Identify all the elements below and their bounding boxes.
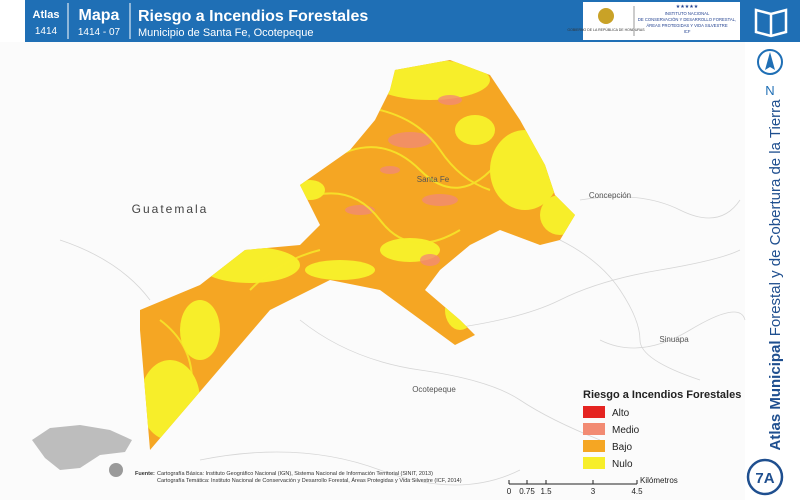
- legend-swatch: [583, 457, 605, 469]
- logo-text: ICF: [684, 29, 691, 34]
- map-label: Mapa: [79, 7, 120, 24]
- source: Fuente: Cartografía Básica: Instituto Geo…: [135, 471, 462, 484]
- scale-unit: Kilómetros: [640, 476, 678, 485]
- scale-bar: 0 0.75 1.5 3 4.5 Kilómetros: [507, 476, 678, 496]
- map-number: 1414 - 07: [78, 27, 121, 38]
- north-arrow-needle: [765, 52, 775, 70]
- place-label: Concepción: [589, 191, 631, 200]
- place-label: Ocotepeque: [412, 385, 456, 394]
- place-label: Sinuapa: [659, 335, 689, 344]
- logo-emblem: [598, 8, 614, 24]
- series-title: Atlas Municipal Forestal y de Cobertura …: [767, 99, 784, 451]
- logo-text: ÁREAS PROTEGIDAS Y VIDA SILVESTRE: [646, 23, 727, 28]
- legend-label: Bajo: [612, 442, 632, 453]
- source-label: Fuente:: [135, 471, 155, 477]
- source-line: Cartografía Temática: Instituto Nacional…: [157, 477, 462, 484]
- scale-label: 4.5: [631, 487, 643, 496]
- legend-label: Alto: [612, 408, 630, 419]
- logo-text: GOBIERNO DE LA REPÚBLICA DE HONDURAS: [567, 28, 645, 32]
- legend-swatch: [583, 423, 605, 435]
- series-rest: Forestal y de Cobertura de la Tierra: [767, 99, 784, 336]
- legend-swatch: [583, 406, 605, 418]
- atlas-number: 1414: [35, 26, 58, 37]
- legend-label: Nulo: [612, 459, 633, 470]
- legend-label: Medio: [612, 425, 640, 436]
- logo-text: INSTITUTO NACIONAL: [665, 11, 710, 16]
- place-label: Santa Fe: [417, 175, 450, 184]
- legend-swatch: [583, 440, 605, 452]
- book-icon: [754, 8, 788, 38]
- place-label: Guatemala: [132, 202, 209, 216]
- logo-text: DE CONSERVACIÓN Y DESARROLLO FORESTAL,: [638, 17, 736, 22]
- inset-map: [32, 425, 132, 470]
- scale-label: 3: [591, 487, 596, 496]
- logo-stars: ★★★★★: [676, 4, 699, 10]
- inset-globe: [109, 463, 123, 477]
- badge: [746, 458, 784, 496]
- series-bold: Atlas Municipal: [767, 340, 784, 450]
- rivers: [59, 196, 746, 486]
- subtitle: Municipio de Santa Fe, Ocotepeque: [138, 27, 314, 39]
- legend: Alto Medio Bajo Nulo: [583, 406, 640, 470]
- scale-label: 0.75: [519, 487, 535, 496]
- source-line: Cartografía Básica: Instituto Geográfico…: [157, 471, 433, 477]
- atlas-label: Atlas: [33, 9, 60, 21]
- scale-label: 1.5: [540, 487, 552, 496]
- legend-title: Riesgo a Incendios Forestales: [583, 389, 741, 401]
- title: Riesgo a Incendios Forestales: [138, 8, 368, 25]
- scale-label: 0: [507, 487, 512, 496]
- north-label: N: [765, 83, 774, 98]
- badge-label: 7A: [755, 470, 774, 487]
